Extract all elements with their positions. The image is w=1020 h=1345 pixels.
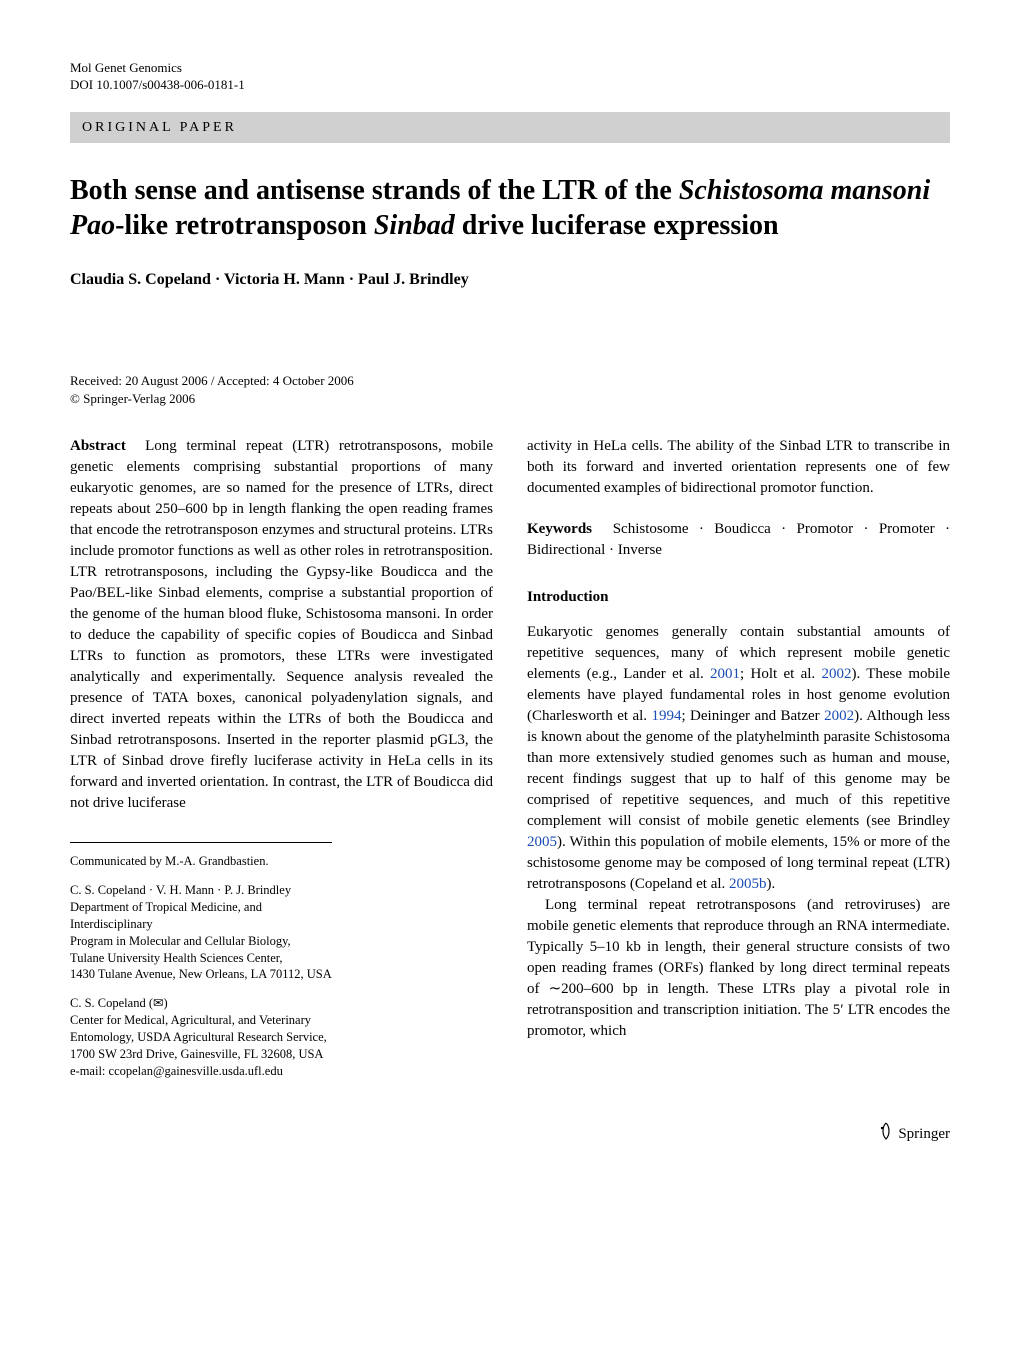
affil2-author: C. S. Copeland (✉): [70, 995, 332, 1012]
keywords-label: Keywords: [527, 521, 592, 537]
affil2-line: Entomology, USDA Agricultural Research S…: [70, 1029, 332, 1046]
body-columns: Abstract Long terminal repeat (LTR) retr…: [70, 436, 950, 1092]
affiliation-2: C. S. Copeland (✉) Center for Medical, A…: [70, 995, 332, 1079]
springer-logo-icon: [877, 1122, 895, 1147]
keywords: Keywords Schistosome · Boudicca · Promot…: [527, 519, 950, 561]
introduction-heading: Introduction: [527, 587, 950, 608]
intro-paragraph-2: Long terminal repeat retrotransposons (a…: [527, 895, 950, 1042]
affiliation-1: C. S. Copeland · V. H. Mann · P. J. Brin…: [70, 882, 332, 983]
running-head: Mol Genet Genomics DOI 10.1007/s00438-00…: [70, 60, 950, 94]
doi: DOI 10.1007/s00438-006-0181-1: [70, 77, 950, 94]
citation-link[interactable]: 2005b: [729, 876, 767, 892]
received-accepted: Received: 20 August 2006 / Accepted: 4 O…: [70, 372, 950, 390]
left-column: Abstract Long terminal repeat (LTR) retr…: [70, 436, 493, 1092]
citation-link[interactable]: 2005: [527, 834, 557, 850]
intro-paragraph-1: Eukaryotic genomes generally contain sub…: [527, 622, 950, 895]
abstract-label: Abstract: [70, 438, 126, 454]
citation-link[interactable]: 2002: [821, 666, 851, 682]
affil2-line: e-mail: ccopelan@gainesville.usda.ufl.ed…: [70, 1063, 332, 1080]
affil1-line: 1430 Tulane Avenue, New Orleans, LA 7011…: [70, 966, 332, 983]
affil1-line: Tulane University Health Sciences Center…: [70, 950, 332, 967]
journal-name: Mol Genet Genomics: [70, 60, 950, 77]
article-title: Both sense and antisense strands of the …: [70, 173, 950, 243]
affil1-line: Program in Molecular and Cellular Biolog…: [70, 933, 332, 950]
citation-link[interactable]: 1994: [651, 708, 681, 724]
history-copyright: Received: 20 August 2006 / Accepted: 4 O…: [70, 372, 950, 408]
abstract-text-right: activity in HeLa cells. The ability of t…: [527, 436, 950, 499]
affil1-authors: C. S. Copeland · V. H. Mann · P. J. Brin…: [70, 882, 332, 899]
author-list: Claudia S. Copeland · Victoria H. Mann ·…: [70, 269, 950, 291]
abstract-text-left: Long terminal repeat (LTR) retrotranspos…: [70, 438, 493, 811]
article-category: ORIGINAL PAPER: [70, 112, 950, 144]
page-footer: Springer: [70, 1122, 950, 1147]
citation-link[interactable]: 2001: [710, 666, 740, 682]
footnotes-block: Communicated by M.-A. Grandbastien. C. S…: [70, 842, 332, 1080]
springer-brand-text: Springer: [898, 1126, 950, 1142]
abstract: Abstract Long terminal repeat (LTR) retr…: [70, 436, 493, 814]
affil2-line: 1700 SW 23rd Drive, Gainesville, FL 3260…: [70, 1046, 332, 1063]
affil2-line: Center for Medical, Agricultural, and Ve…: [70, 1012, 332, 1029]
right-column: activity in HeLa cells. The ability of t…: [527, 436, 950, 1092]
copyright: © Springer-Verlag 2006: [70, 390, 950, 408]
affil1-line: Department of Tropical Medicine, and Int…: [70, 899, 332, 933]
communicated-by: Communicated by M.-A. Grandbastien.: [70, 853, 332, 870]
citation-link[interactable]: 2002: [824, 708, 854, 724]
